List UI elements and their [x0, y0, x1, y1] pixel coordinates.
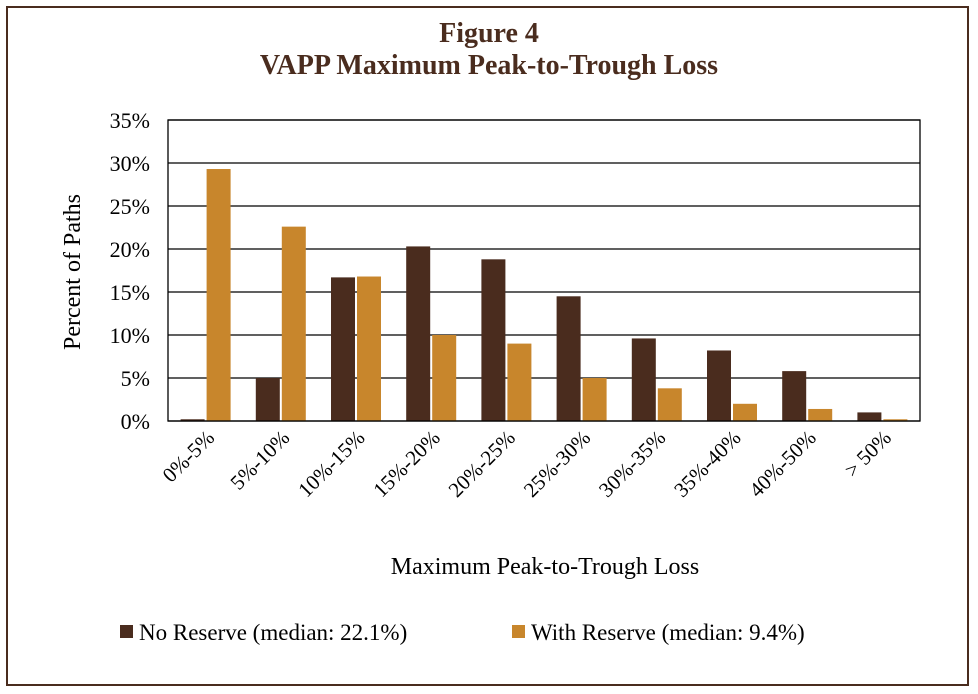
bar	[657, 388, 682, 421]
chart-title-line2: VAPP Maximum Peak-to-Trough Loss	[259, 50, 719, 81]
bars	[180, 169, 908, 421]
x-tick-label: > 50%	[840, 426, 896, 482]
y-tick-label: 0%	[121, 409, 150, 434]
bar	[432, 335, 457, 421]
legend-label: With Reserve (median: 9.4%)	[531, 620, 805, 645]
bar	[782, 371, 807, 421]
bar	[481, 259, 506, 421]
x-tick-label: 15%-20%	[368, 426, 444, 502]
x-tick-label: 30%-35%	[594, 426, 670, 502]
bar	[281, 226, 306, 421]
x-axis-label: Maximum Peak-to-Trough Loss	[391, 554, 699, 580]
bar	[357, 276, 381, 421]
bar	[556, 296, 581, 421]
y-tick-label: 25%	[110, 194, 150, 219]
bar	[255, 378, 280, 421]
bar	[883, 419, 908, 421]
y-tick-label: 30%	[110, 151, 150, 176]
bar	[857, 412, 882, 421]
y-tick-label: 20%	[110, 237, 150, 262]
chart-title-line1: Figure 4	[439, 18, 539, 49]
chart-title: Figure 4 VAPP Maximum Peak-to-Trough Los…	[0, 18, 978, 82]
bar	[331, 277, 355, 421]
plot-area	[167, 119, 921, 422]
x-axis-ticks: 0%-5% 5%-10%10%-15%15%-20%20%-25%25%-30%3…	[158, 426, 896, 502]
legend-swatch	[120, 625, 133, 638]
x-tick-label: 20%-25%	[444, 426, 520, 502]
legend: No Reserve (median: 22.1%) With Reserve (…	[120, 620, 805, 645]
y-tick-label: 5%	[121, 366, 150, 391]
x-tick-label: 40%-50%	[744, 426, 820, 502]
x-tick-label: 25%-30%	[519, 426, 595, 502]
bar	[808, 408, 833, 421]
bar	[507, 343, 532, 421]
bar	[733, 403, 757, 421]
bar	[180, 419, 205, 421]
x-tick-label: 10%-15%	[293, 426, 369, 502]
x-tick-label: 35%-40%	[669, 426, 745, 502]
bar	[582, 378, 607, 421]
x-tick-label: 0%-5%	[158, 426, 220, 488]
y-tick-label: 35%	[110, 108, 150, 133]
bar	[206, 169, 231, 421]
bar	[707, 350, 731, 421]
x-tick-label: 5%-10%	[225, 426, 294, 495]
y-axis-ticks: 0% 5% 10% 15% 20% 25% 30% 35%	[110, 108, 150, 434]
legend-label: No Reserve (median: 22.1%)	[139, 620, 407, 645]
bar	[406, 246, 431, 421]
y-axis-label: Percent of Paths	[60, 194, 86, 350]
y-tick-label: 10%	[110, 323, 150, 348]
y-tick-label: 15%	[110, 280, 150, 305]
gridlines	[168, 119, 920, 422]
bar	[631, 338, 656, 421]
legend-swatch	[512, 625, 525, 638]
